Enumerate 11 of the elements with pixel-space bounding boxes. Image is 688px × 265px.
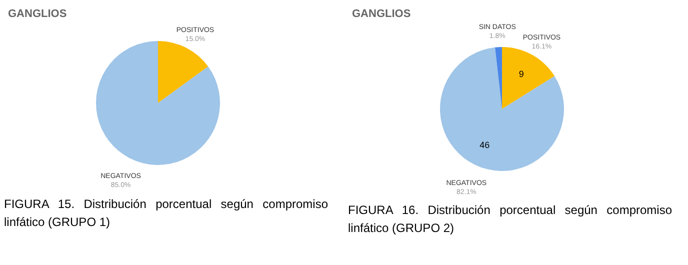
text: 9: [518, 69, 524, 80]
pie-slice: [96, 41, 220, 165]
chart-title: GANGLIOS: [352, 8, 411, 20]
pie-slice: [158, 41, 208, 103]
text: FIGURA 15. Distribución porcentual según compromiso linfático (GRUPO 1): [4, 196, 328, 231]
pie-slice: [502, 47, 555, 109]
pie-slice: [495, 47, 502, 109]
pie-slice: [440, 47, 564, 171]
text: 46: [480, 140, 490, 150]
chart-title: GANGLIOS: [8, 8, 67, 20]
text: FIGURA 16. Distribución porcentual según compromiso linfático (GRUPO 2): [348, 202, 672, 237]
